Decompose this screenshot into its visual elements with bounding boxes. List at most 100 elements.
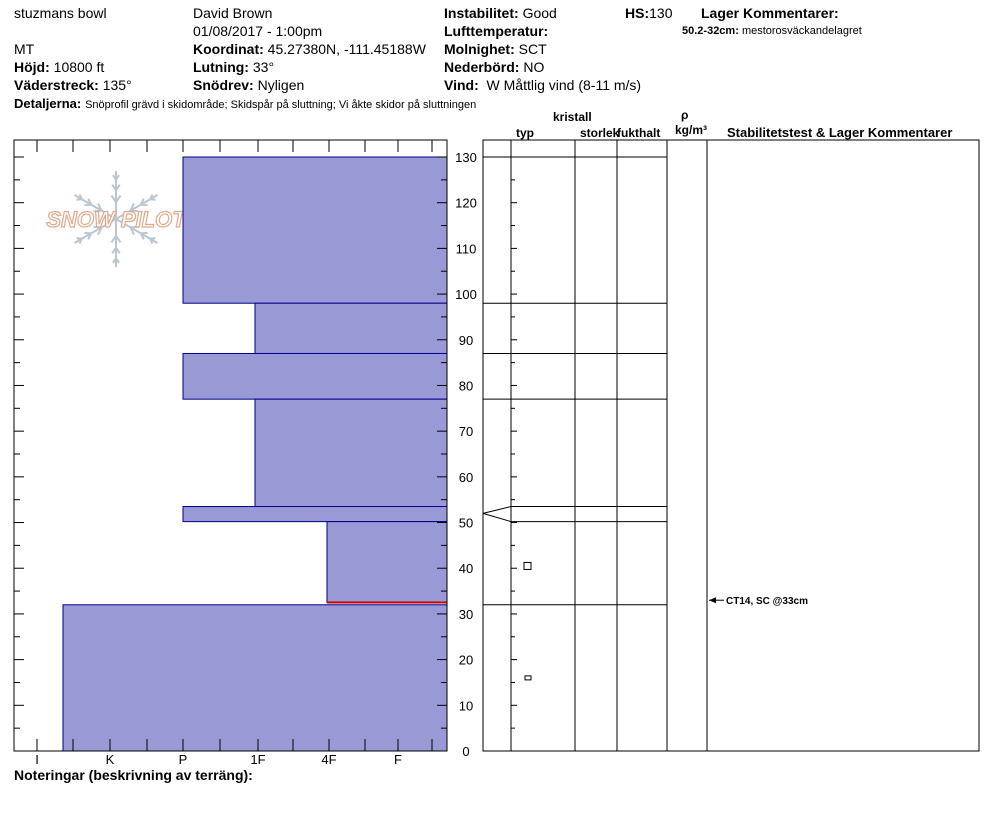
- y-tick-label: 110: [456, 241, 477, 256]
- stability-test-result: CT14, SC @33cm: [726, 596, 808, 607]
- elev-value: 10800 ft: [53, 59, 105, 75]
- flake-branch: [140, 232, 145, 240]
- hs-label: HS:: [625, 5, 650, 21]
- layer-comment: 50.2-32cm: mestorosväckandelagret: [682, 25, 862, 38]
- precip-value: NO: [523, 59, 545, 75]
- notes-label: Noteringar (beskrivning av terräng):: [14, 767, 253, 783]
- flake-branch: [112, 257, 117, 264]
- flake-branch: [115, 174, 120, 181]
- flake-branch: [129, 202, 135, 212]
- crystal-header: kristall: [553, 110, 592, 124]
- drift-value: Nyligen: [257, 77, 305, 93]
- drift: Snödrev: Nyligen: [193, 77, 304, 93]
- flake-branch: [93, 225, 102, 229]
- location: stuzmans bowl: [14, 5, 107, 21]
- coord-value: 45.27380N, -111.45188W: [267, 41, 426, 57]
- slope: Lutning: 33°: [193, 59, 274, 75]
- aspect-value: 135°: [102, 77, 132, 93]
- layer-comments-label: Lager Kommentarer:: [701, 5, 839, 21]
- hardness-bars: [62, 156, 448, 752]
- y-tick-label: 90: [459, 333, 473, 348]
- y-tick-label: 10: [459, 698, 473, 713]
- hardness-bar-5: [326, 521, 448, 604]
- hardness-bar-3: [254, 398, 448, 508]
- hardness-bar-4: [182, 506, 448, 523]
- slope-label: Lutning:: [193, 59, 249, 75]
- flake-branch: [97, 226, 103, 236]
- elevation: Höjd: 10800 ft: [14, 59, 104, 75]
- snow-height: HS:130: [625, 5, 672, 21]
- x-tick-label: P: [179, 752, 188, 767]
- flake-branch: [115, 184, 121, 191]
- y-tick-label: 30: [459, 607, 473, 622]
- hardness-bar-6: [62, 604, 448, 752]
- instability: Instabilitet: Good: [444, 5, 557, 21]
- details-label: Detaljerna:: [14, 96, 82, 111]
- size-header: storlek: [580, 126, 620, 140]
- rho-header: ρ: [681, 108, 688, 122]
- observer: David Brown: [193, 5, 273, 21]
- y-tick-label: 60: [459, 470, 473, 485]
- cloud-label: Molnighet:: [444, 41, 515, 57]
- datetime: 01/08/2017 - 1:00pm: [193, 23, 323, 39]
- flake-branch: [97, 202, 103, 212]
- layer-comment-text: mestorosväckandelagret: [741, 25, 862, 37]
- hs-value: 130: [649, 5, 673, 21]
- y-tick-label: 50: [459, 516, 473, 531]
- x-tick-label: 4F: [321, 752, 336, 767]
- flake-branch: [115, 247, 121, 254]
- grain-square: [523, 561, 532, 570]
- layer-comment-range: 50.2-32cm:: [682, 25, 739, 37]
- x-tick-label: 1F: [250, 752, 265, 767]
- hardness-frame: [13, 139, 448, 752]
- x-tick-label: F: [394, 752, 402, 767]
- layer-boundaries: [482, 156, 667, 606]
- table-height-ticks: [511, 156, 517, 752]
- grain-rect: [524, 675, 532, 681]
- aspect: Väderstreck: 135°: [14, 77, 132, 93]
- flake-branch: [93, 209, 102, 213]
- layer-boundary-connector: [482, 506, 512, 514]
- y-tick-label: 120: [455, 196, 477, 211]
- wind: Vind: W Måttlig vind (8-11 m/s): [444, 77, 641, 93]
- x-tick-label: K: [106, 752, 115, 767]
- stability-test-marker: CT14, SC @33cm: [709, 596, 808, 607]
- y-tick-label: 20: [459, 653, 473, 668]
- flake-branch: [110, 195, 117, 203]
- y-tick-label: 40: [459, 561, 473, 576]
- wind-value: W Måttlig vind (8-11 m/s): [486, 77, 642, 93]
- flake-branch: [84, 203, 92, 207]
- flake-branch: [87, 232, 92, 240]
- type-header: typ: [516, 126, 534, 140]
- flake-branch: [149, 238, 154, 245]
- moisture-header: fukthalt: [617, 126, 660, 140]
- flake-branch: [87, 198, 92, 206]
- y-tick-label: 130: [455, 150, 477, 165]
- flake-branch: [129, 226, 135, 236]
- flake-branch: [115, 195, 122, 203]
- precip-label: Nederbörd:: [444, 59, 520, 75]
- flake-branch: [115, 235, 122, 243]
- layer-boundary-connector: [482, 512, 512, 523]
- y-tick-label: 70: [459, 424, 473, 439]
- y-tick-label: 0: [462, 744, 469, 759]
- air-temp: Lufttemperatur:: [444, 23, 548, 39]
- flake-branch: [84, 231, 92, 235]
- state: MT: [14, 41, 35, 57]
- x-tick-label: I: [35, 752, 39, 767]
- drift-label: Snödrev:: [193, 77, 254, 93]
- grain-symbols: [523, 561, 532, 681]
- slope-value: 33°: [252, 59, 275, 75]
- coord-label: Koordinat:: [193, 41, 264, 57]
- instab-value: Good: [522, 5, 557, 21]
- y-tick-label: 80: [459, 378, 473, 393]
- flake-branch: [140, 231, 148, 235]
- instab-label: Instabilitet:: [444, 5, 519, 21]
- flake-branch: [111, 247, 117, 254]
- cloud-value: SCT: [518, 41, 547, 57]
- snowpilot-logo: SNOW PILOT: [46, 171, 188, 267]
- cloud: Molnighet: SCT: [444, 41, 547, 57]
- aspect-label: Väderstreck:: [14, 77, 99, 93]
- elev-label: Höjd:: [14, 59, 50, 75]
